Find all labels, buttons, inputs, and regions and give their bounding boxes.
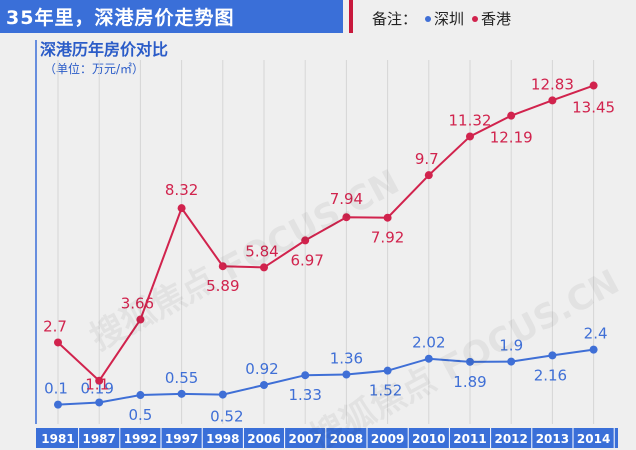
title-banner: 35年里，深港房价走势图 [0, 0, 343, 33]
data-point-hongkong [54, 338, 62, 347]
legend-dot-hongkong [472, 15, 479, 22]
x-tick-label-1992: 1992 [124, 432, 157, 446]
data-label-hongkong: 11.32 [449, 111, 492, 129]
unit-label: （单位：万元/㎡） [44, 62, 145, 76]
x-tick-label-2014: 2014 [577, 432, 610, 446]
data-point-shenzhen [383, 366, 392, 375]
data-label-shenzhen: 1.33 [288, 386, 321, 404]
data-point-shenzhen [54, 400, 62, 409]
data-label-hongkong: 9.7 [415, 150, 439, 168]
data-label-shenzhen: 1.52 [369, 382, 402, 400]
x-tick-label-2006: 2006 [247, 432, 280, 446]
data-point-hongkong [177, 204, 186, 213]
data-label-shenzhen: 2.02 [412, 334, 445, 352]
data-point-hongkong [589, 81, 598, 90]
data-label-shenzhen: 1.36 [330, 349, 363, 367]
data-label-hongkong: 13.45 [572, 99, 615, 117]
data-label-hongkong: 8.32 [165, 181, 198, 199]
data-label-hongkong: 6.97 [290, 251, 323, 269]
banner-title: 35年里，深港房价走势图 [6, 7, 235, 29]
data-point-shenzhen [136, 391, 145, 400]
chart-subtitle: 深港历年房价对比 [40, 40, 169, 59]
data-label-shenzhen: 2.4 [584, 325, 608, 343]
data-label-hongkong: 3.66 [121, 295, 154, 313]
series-line-hongkong [57, 84, 594, 383]
data-point-shenzhen [424, 354, 433, 363]
data-point-shenzhen [95, 398, 104, 407]
x-tick-label-1981: 1981 [41, 432, 74, 446]
data-label-shenzhen: 1.89 [453, 373, 486, 391]
x-tick-label-2012: 2012 [494, 432, 527, 446]
data-point-hongkong [548, 96, 557, 105]
legend-prefix: 备注： [372, 10, 418, 28]
data-label-hongkong: 7.94 [330, 190, 363, 208]
x-axis-bar [36, 428, 618, 448]
x-tick-label-2011: 2011 [453, 432, 486, 446]
legend-label-shenzhen: 深圳 [434, 10, 465, 28]
data-point-hongkong [466, 132, 474, 141]
data-label-hongkong: 2.7 [43, 317, 67, 335]
data-point-shenzhen [466, 357, 474, 366]
data-point-hongkong [218, 262, 227, 271]
data-label-shenzhen: 0.19 [80, 379, 113, 397]
data-label-shenzhen: 0.52 [210, 408, 243, 426]
x-tick-label-2008: 2008 [330, 432, 363, 446]
data-label-hongkong: 12.83 [531, 75, 574, 93]
data-point-hongkong [342, 213, 351, 222]
data-label-hongkong: 12.19 [490, 129, 533, 147]
x-tick-label-1997: 1997 [165, 432, 198, 446]
data-label-shenzhen: 2.16 [534, 366, 567, 384]
data-point-shenzhen [342, 370, 351, 379]
data-label-hongkong: 5.84 [245, 242, 278, 260]
data-label-shenzhen: 0.92 [245, 360, 278, 378]
data-point-shenzhen [301, 371, 310, 380]
data-point-hongkong [383, 213, 392, 222]
data-label-hongkong: 1.1 [85, 376, 109, 394]
data-label-hongkong: 5.89 [206, 277, 239, 295]
data-label-shenzhen: 1.9 [499, 337, 523, 355]
banner-accent-bar [349, 0, 353, 33]
data-point-shenzhen [260, 381, 268, 390]
data-point-shenzhen [177, 389, 186, 398]
series-line-shenzhen [57, 348, 594, 406]
data-point-hongkong [424, 171, 433, 180]
legend-label-hongkong: 香港 [481, 10, 512, 28]
data-point-shenzhen [507, 357, 516, 366]
data-point-hongkong [507, 111, 516, 120]
x-tick-label-1998: 1998 [206, 432, 239, 446]
x-tick-label-2013: 2013 [536, 432, 569, 446]
data-point-hongkong [136, 315, 145, 324]
data-label-shenzhen: 0.55 [165, 369, 198, 387]
watermark-text: 搜狐焦点 FOCUS.CN [84, 162, 406, 359]
data-point-shenzhen [218, 390, 227, 399]
x-tick-label-2010: 2010 [412, 432, 445, 446]
data-point-shenzhen [548, 351, 557, 360]
x-tick-label-2007: 2007 [288, 432, 321, 446]
data-label-shenzhen: 0.5 [128, 406, 152, 424]
data-point-hongkong [260, 263, 268, 272]
data-point-shenzhen [589, 345, 598, 354]
data-label-shenzhen: 0.1 [44, 380, 68, 398]
x-tick-label-1987: 1987 [82, 432, 115, 446]
legend: 备注： 深圳 香港 [372, 8, 511, 29]
legend-dot-shenzhen [425, 15, 432, 22]
data-point-hongkong [95, 376, 104, 385]
x-tick-label-2009: 2009 [371, 432, 404, 446]
data-point-hongkong [301, 236, 310, 245]
data-label-hongkong: 7.92 [371, 229, 404, 247]
